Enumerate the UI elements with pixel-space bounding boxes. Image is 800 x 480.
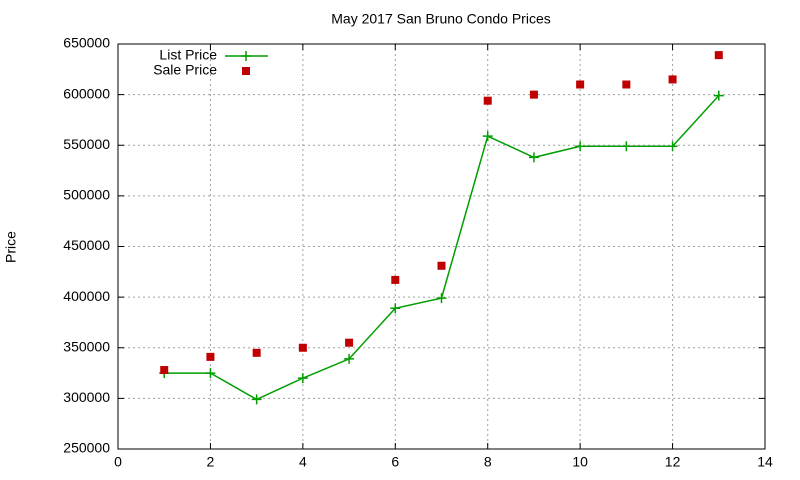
data-point	[297, 373, 308, 384]
x-tick-label: 2	[207, 454, 215, 470]
data-point	[714, 51, 723, 60]
y-tick-label: 400000	[63, 288, 110, 304]
data-point	[390, 303, 401, 314]
data-point	[298, 343, 307, 352]
legend-marker	[242, 67, 250, 75]
x-tick-label: 14	[757, 454, 773, 470]
data-point	[621, 141, 632, 152]
data-point	[482, 131, 493, 142]
data-point	[251, 394, 262, 405]
y-tick-label: 650000	[63, 35, 110, 51]
chart-title: May 2017 San Bruno Condo Prices	[331, 11, 550, 27]
data-point	[622, 80, 631, 89]
data-point	[667, 141, 678, 152]
y-tick-label: 350000	[63, 338, 110, 354]
y-tick-label: 550000	[63, 136, 110, 152]
y-axis-label: Price	[3, 231, 19, 263]
data-point	[437, 261, 446, 270]
legend-label: Sale Price	[153, 62, 217, 78]
data-point	[252, 348, 261, 357]
x-tick-label: 12	[665, 454, 681, 470]
x-tick-label: 8	[484, 454, 492, 470]
y-tick-label: 450000	[63, 237, 110, 253]
y-tick-label: 250000	[63, 440, 110, 456]
data-point	[391, 275, 400, 284]
y-tick-label: 500000	[63, 187, 110, 203]
data-point	[205, 368, 216, 379]
y-tick-label: 300000	[63, 389, 110, 405]
data-point	[344, 353, 355, 364]
x-tick-label: 6	[391, 454, 399, 470]
data-point	[713, 90, 724, 101]
data-point	[345, 338, 354, 347]
legend-label: List Price	[159, 47, 217, 63]
x-tick-label: 4	[299, 454, 307, 470]
y-tick-label: 600000	[63, 85, 110, 101]
x-tick-label: 10	[572, 454, 588, 470]
data-point	[436, 293, 447, 304]
data-point	[483, 96, 492, 105]
data-point	[576, 80, 585, 89]
plot-border	[117, 43, 766, 450]
data-point	[575, 141, 586, 152]
data-point	[529, 90, 538, 99]
legend-marker	[241, 51, 251, 61]
data-point	[528, 152, 539, 163]
data-point	[206, 352, 215, 361]
data-point	[668, 75, 677, 84]
x-tick-label: 0	[114, 454, 122, 470]
data-point	[160, 366, 169, 375]
